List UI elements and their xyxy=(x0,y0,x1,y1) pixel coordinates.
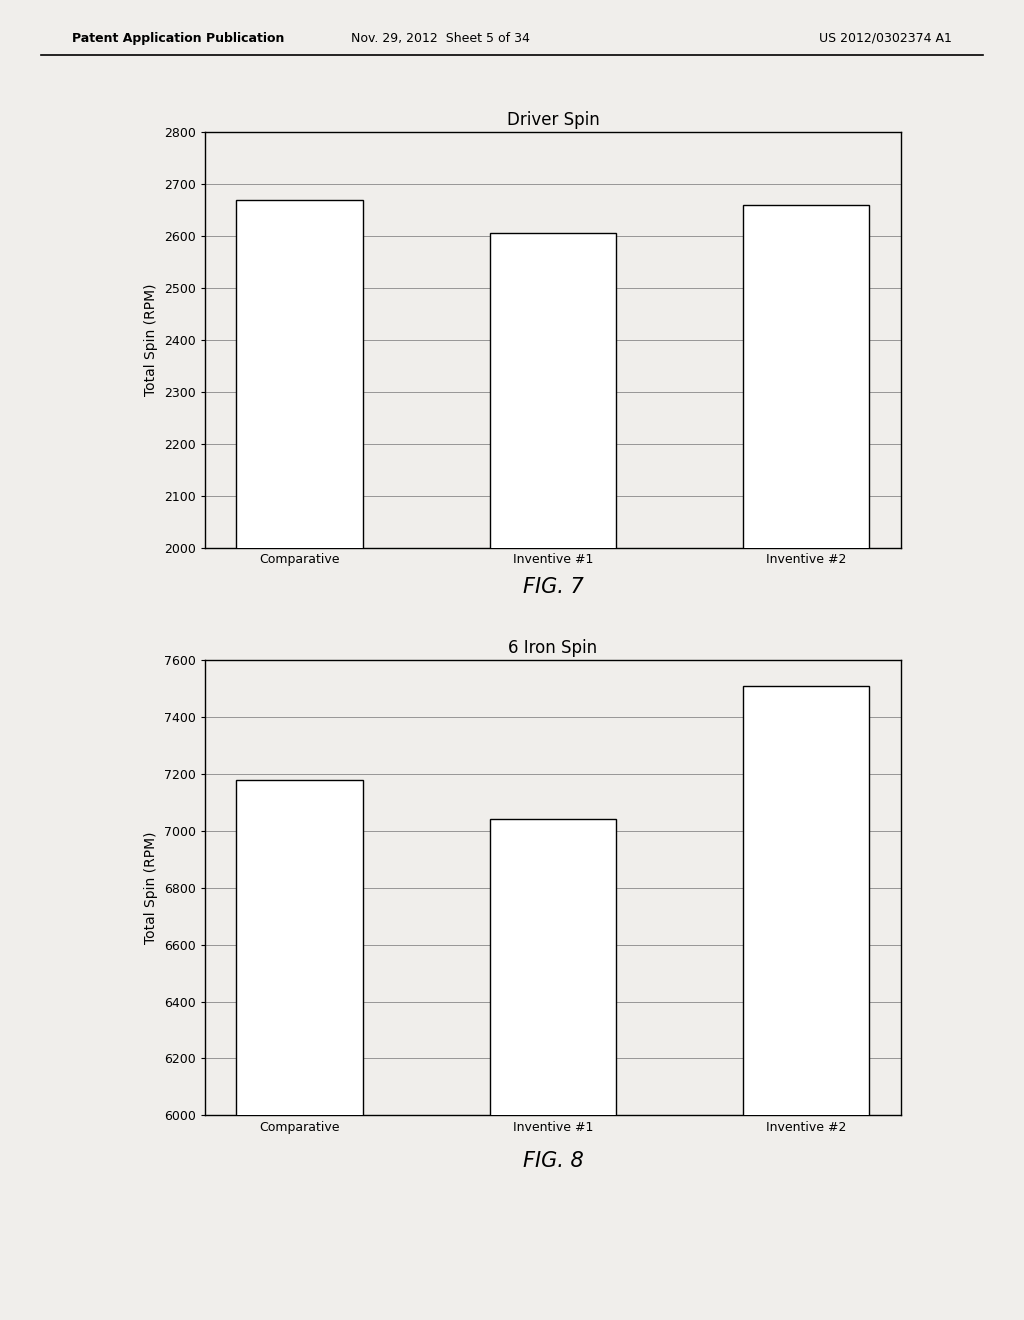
Title: Driver Spin: Driver Spin xyxy=(507,111,599,129)
Bar xyxy=(237,199,364,1320)
Y-axis label: Total Spin (RPM): Total Spin (RPM) xyxy=(144,832,159,944)
Bar xyxy=(489,820,616,1320)
Bar xyxy=(489,234,616,1320)
Title: 6 Iron Spin: 6 Iron Spin xyxy=(508,639,598,657)
Y-axis label: Total Spin (RPM): Total Spin (RPM) xyxy=(144,284,159,396)
Text: Nov. 29, 2012  Sheet 5 of 34: Nov. 29, 2012 Sheet 5 of 34 xyxy=(351,32,529,45)
Bar xyxy=(237,780,364,1320)
Text: Patent Application Publication: Patent Application Publication xyxy=(72,32,284,45)
Bar xyxy=(742,205,869,1320)
Text: US 2012/0302374 A1: US 2012/0302374 A1 xyxy=(819,32,952,45)
Text: FIG. 8: FIG. 8 xyxy=(522,1151,584,1171)
Text: FIG. 7: FIG. 7 xyxy=(522,577,584,597)
Bar xyxy=(742,685,869,1320)
